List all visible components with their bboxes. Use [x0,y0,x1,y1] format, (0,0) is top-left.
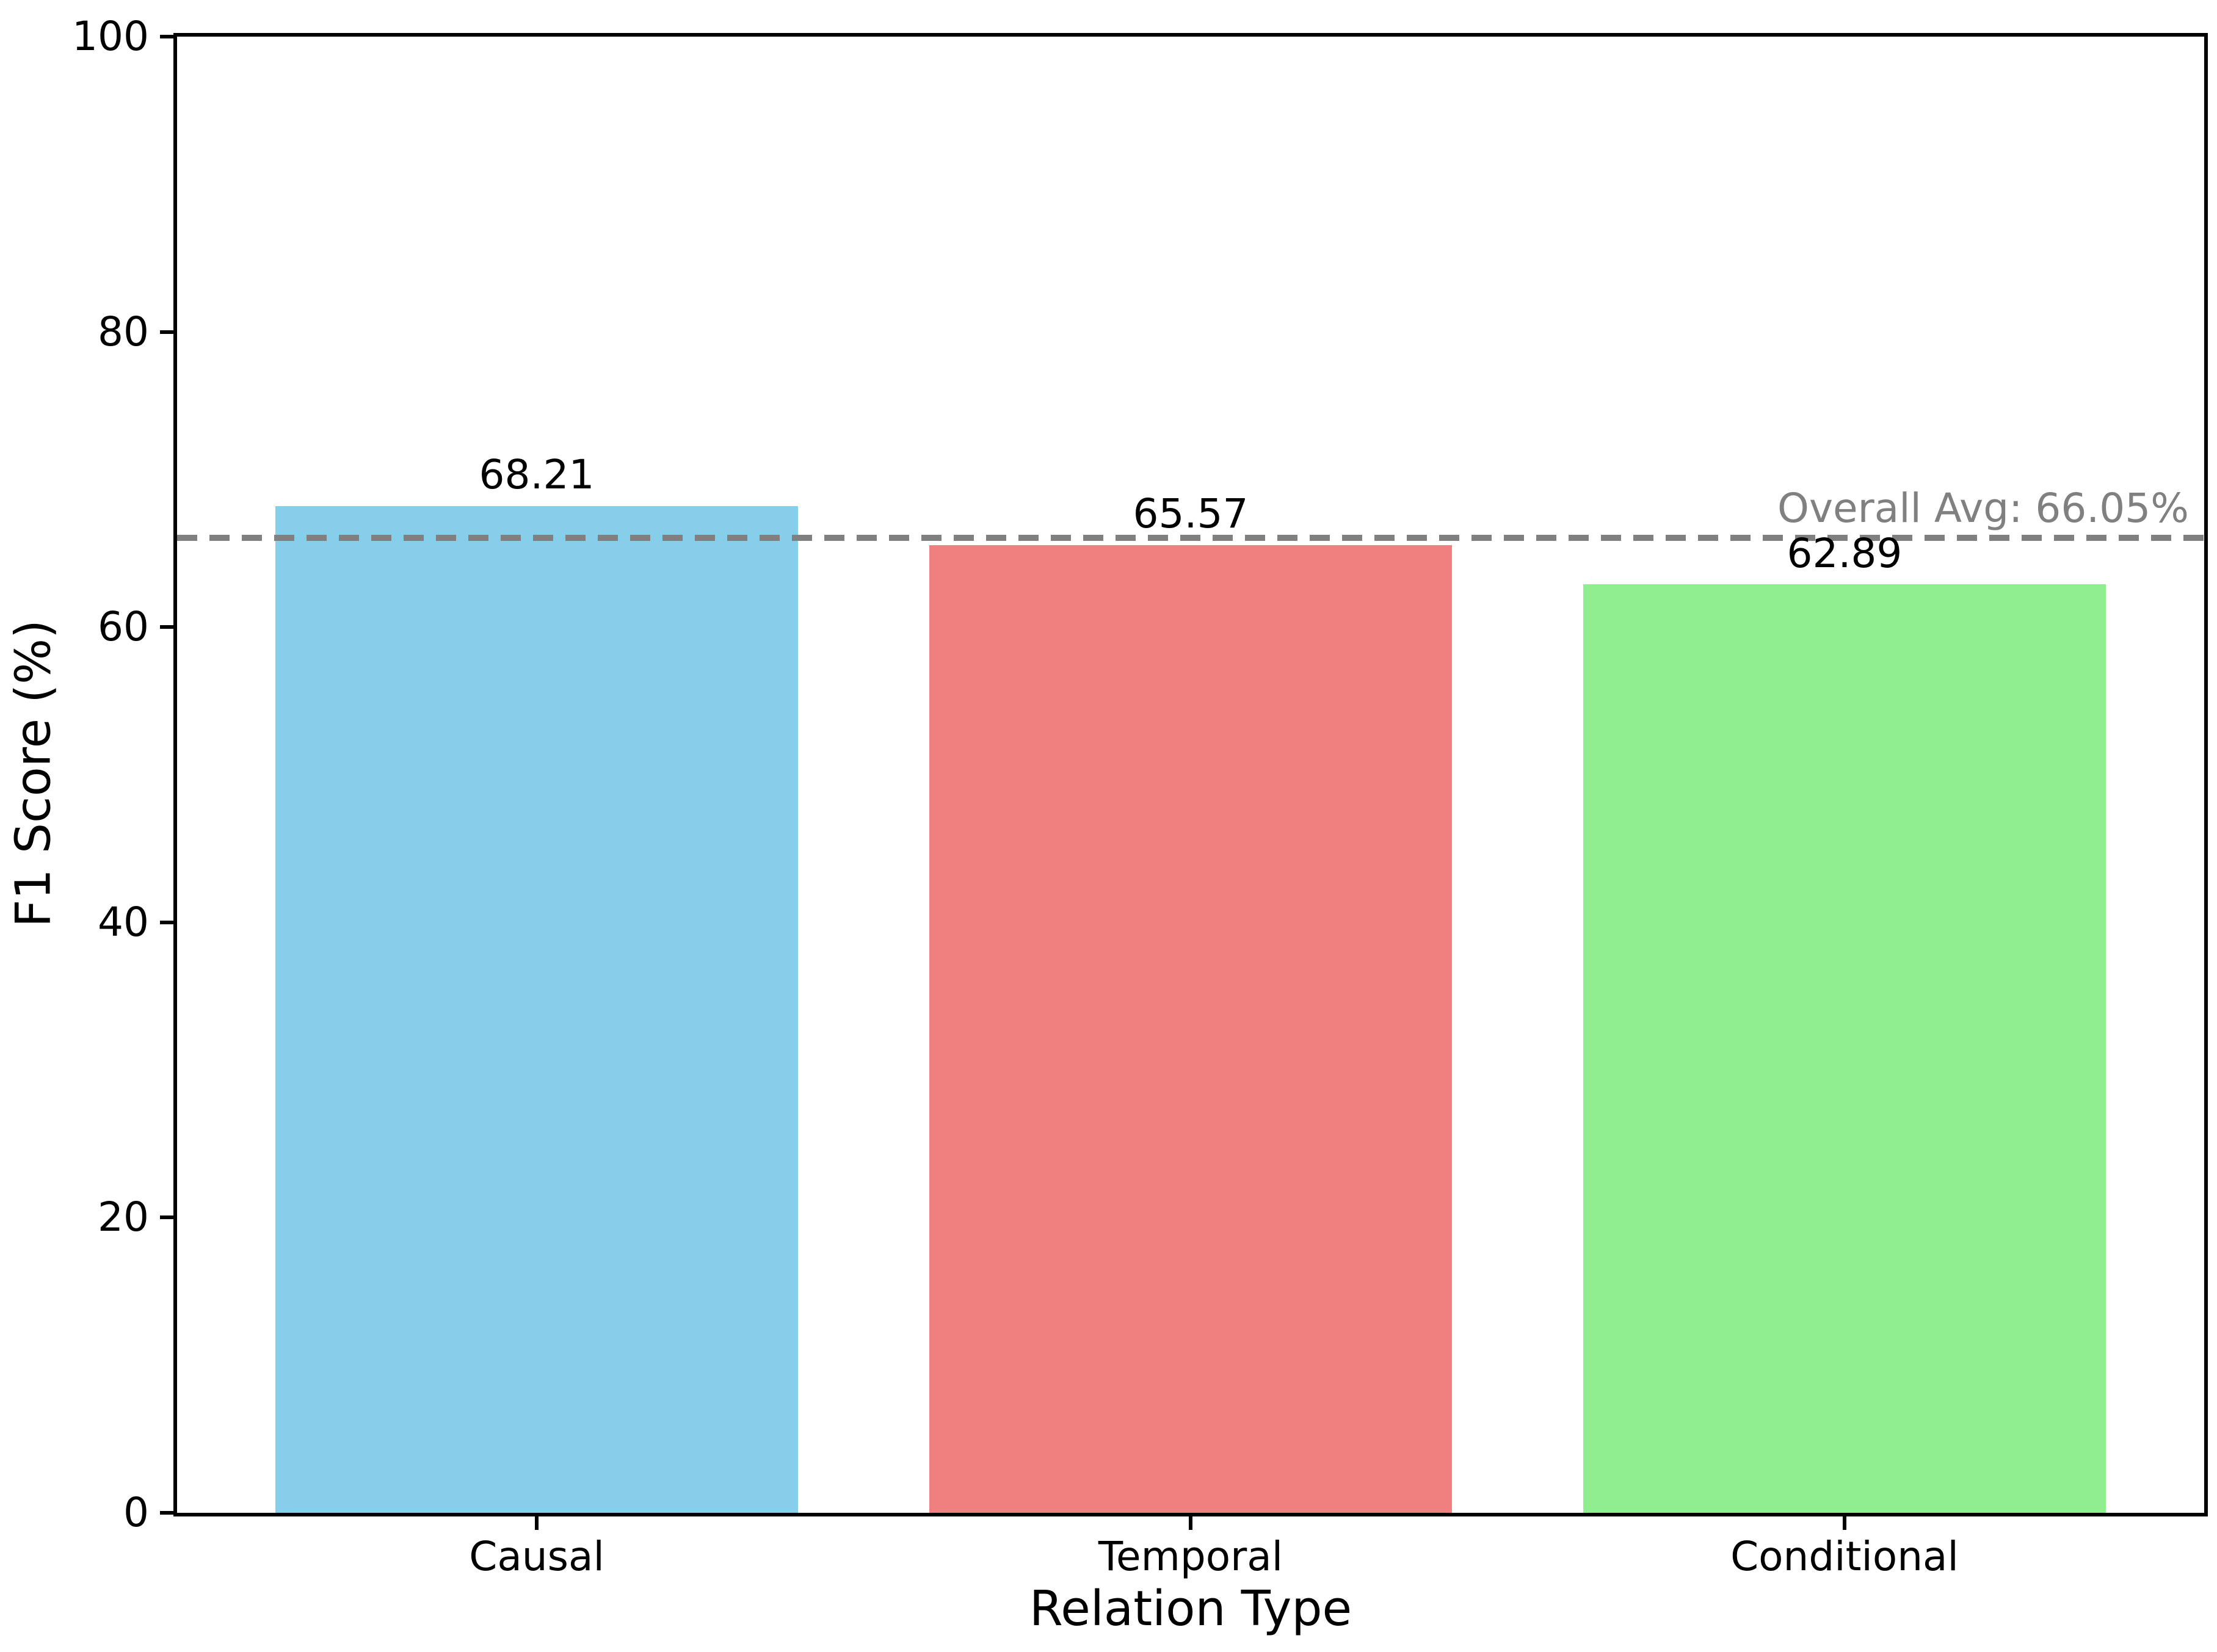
y-tick-mark [160,625,173,629]
y-tick-label: 20 [98,1194,149,1241]
x-tick-mark [1189,1516,1192,1530]
y-tick-label: 0 [123,1489,149,1536]
overall-average-annotation: Overall Avg: 66.05% [1777,485,2189,532]
y-tick-mark [160,1511,173,1515]
bar-value-label-causal: 68.21 [479,451,595,499]
plot-area: Overall Avg: 66.05% 0 20 40 60 80 100 68.21 Cau… [72,13,2208,1579]
y-axis-title: F1 Score (%) [5,620,62,927]
bar-temporal [929,545,1453,1513]
y-tick-mark [160,330,173,334]
bar-conditional [1583,584,2106,1513]
average-reference-line [177,534,2204,541]
y-tick-label: 40 [98,898,149,946]
x-tick-label-causal: Causal [469,1533,604,1580]
x-tick-label-conditional: Conditional [1730,1533,1959,1580]
x-tick-label-temporal: Temporal [1098,1533,1283,1580]
y-tick-mark [160,920,173,924]
x-tick-mark [1842,1516,1846,1530]
y-tick-label: 60 [98,603,149,651]
bar-value-label-temporal: 65.57 [1133,490,1249,537]
y-tick-mark [160,35,173,38]
bar-causal [275,505,799,1513]
y-tick-mark [160,1215,173,1220]
x-tick-mark [535,1516,539,1530]
y-tick-label: 80 [98,308,149,355]
bar-value-label-conditional: 62.89 [1787,529,1903,577]
x-axis-title: Relation Type [1029,1581,1352,1637]
y-tick-label: 100 [72,13,149,60]
